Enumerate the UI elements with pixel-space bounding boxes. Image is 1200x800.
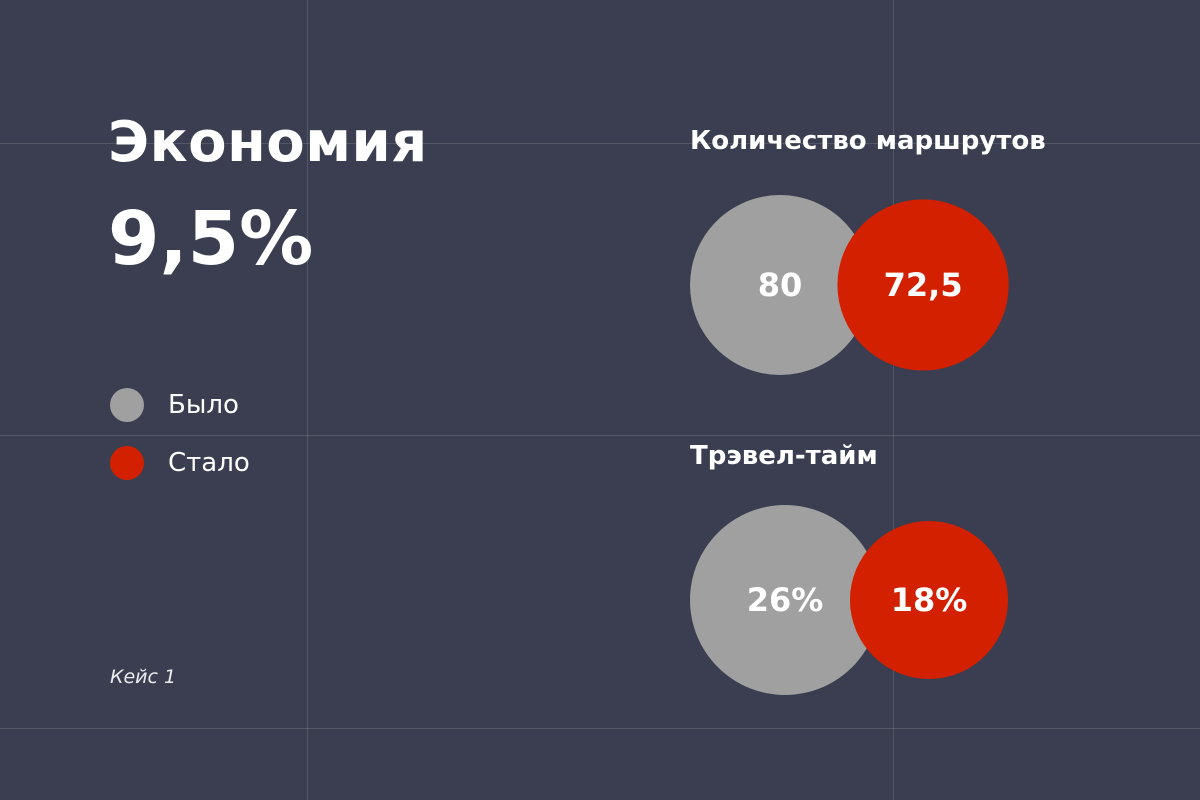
- case-label: Кейс 1: [110, 666, 177, 688]
- grid-line-horizontal: [0, 435, 1200, 436]
- legend: Было Стало: [110, 388, 250, 504]
- legend-item-before: Было: [110, 388, 250, 422]
- bubble-travel-before: [690, 505, 880, 695]
- bubble-label-travel-after: 18%: [891, 581, 968, 619]
- legend-dot-before: [110, 388, 144, 422]
- bubble-travel-after: [849, 520, 1009, 680]
- bubble-label-travel-before: 26%: [747, 581, 824, 619]
- legend-item-after: Стало: [110, 446, 250, 480]
- chart-title-routes: Количество маршрутов: [690, 126, 1046, 156]
- grid-line-horizontal: [0, 143, 1200, 144]
- bubble-routes-before: [690, 195, 870, 375]
- headline-title: Экономия: [108, 110, 428, 175]
- bubble-label-routes-after: 72,5: [884, 266, 963, 304]
- legend-dot-after: [110, 446, 144, 480]
- legend-label-after: Стало: [168, 448, 250, 478]
- grid-line-horizontal: [0, 728, 1200, 729]
- chart-title-travel-time: Трэвел-тайм: [690, 441, 878, 471]
- headline-value: 9,5%: [108, 196, 314, 282]
- legend-label-before: Было: [168, 390, 239, 420]
- bubble-label-routes-before: 80: [758, 266, 803, 304]
- grid-line-vertical: [307, 0, 308, 800]
- grid-line-vertical: [893, 0, 894, 800]
- bubble-routes-after: [837, 199, 1009, 371]
